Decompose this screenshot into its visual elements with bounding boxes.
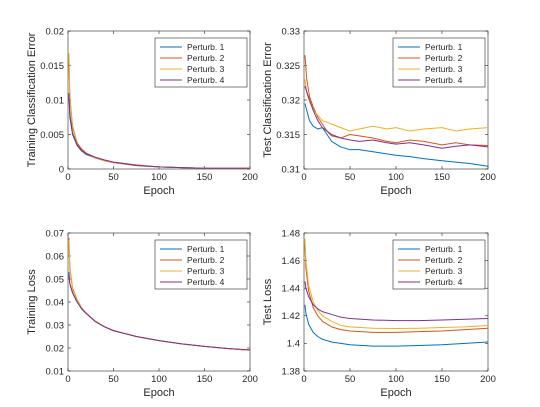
train-class-error-legend-label-4: Perturb. 4 [187, 75, 225, 85]
test-class-error-y-tick-label: 0.31 [282, 164, 301, 175]
train-class-error-x-tick-label: 100 [151, 172, 167, 183]
train-class-error-y-tick-label: 0 [59, 164, 64, 175]
test-loss-x-tick-label: 100 [388, 374, 404, 385]
test-class-error-y-tick-label: 0.325 [276, 61, 300, 72]
train-class-error-legend [154, 37, 248, 88]
train-loss-y-tick-label: 0.02 [46, 343, 65, 354]
test-class-error-x-tick-label: 200 [480, 172, 496, 183]
test-loss-series-line-2 [304, 244, 489, 333]
train-class-error-y-tick-label: 0.02 [46, 26, 65, 37]
test-loss-series-line-1 [304, 304, 489, 347]
test-loss-x-tick-label: 50 [345, 374, 356, 385]
train-class-error-y-tick-label: 0.015 [40, 61, 64, 72]
train-class-error-chart: 0 50 100 150 200 0 0.005 0.01 0.015 0.02 Epoch Trai… [26, 26, 258, 197]
test-class-error-x-tick-label: 150 [434, 172, 450, 183]
test-class-error-y-tick-label: 0.32 [282, 95, 301, 106]
train-class-error-x-tick-label: 200 [242, 172, 258, 183]
train-loss-y-axis-label: Training Loss [26, 269, 38, 335]
test-loss-x-axis-label: Epoch [380, 387, 411, 399]
train-loss-x-tick-label: 200 [242, 374, 258, 385]
train-class-error-legend-label-1: Perturb. 1 [187, 42, 225, 52]
train-class-error-y-tick-label: 0.005 [40, 130, 64, 141]
train-loss-y-tick-label: 0.03 [46, 320, 65, 331]
test-loss-y-tick-label: 1.42 [282, 311, 301, 322]
train-class-error-series-line-4 [68, 93, 250, 169]
test-class-error-x-axis-label: Epoch [380, 185, 411, 197]
test-loss-legend-label-2: Perturb. 2 [425, 255, 463, 265]
test-class-error-legend-label-2: Perturb. 2 [425, 53, 463, 63]
test-class-error-y-tick-label: 0.315 [276, 130, 300, 141]
test-loss-series-line-4 [304, 281, 489, 322]
train-loss-legend-label-2: Perturb. 2 [187, 255, 225, 265]
test-loss-y-tick-label: 1.38 [282, 366, 301, 377]
test-loss-legend-label-4: Perturb. 4 [425, 277, 463, 287]
test-loss-y-tick-label: 1.4 [287, 339, 300, 350]
test-loss-series-line-3 [304, 238, 489, 329]
test-class-error-legend-label-3: Perturb. 3 [425, 64, 463, 74]
test-class-error-series-line-1 [304, 103, 489, 167]
test-loss-legend-label-3: Perturb. 3 [425, 266, 463, 276]
train-loss-legend-label-4: Perturb. 4 [187, 277, 225, 287]
test-class-error-chart: 0 50 100 150 200 0.31 0.315 0.32 0.325 0.33 Epoch T… [262, 26, 496, 197]
test-loss-y-tick-label: 1.46 [282, 256, 301, 267]
test-loss-x-tick-label: 150 [434, 374, 450, 385]
test-loss-y-tick-label: 1.44 [282, 284, 301, 295]
train-loss-chart: 0 50 100 150 200 0.01 0.02 0.03 0.04 0.05 0.06 0.07… [26, 228, 258, 399]
test-class-error-y-tick-label: 0.33 [282, 26, 301, 37]
train-loss-y-tick-label: 0.04 [46, 297, 65, 308]
train-class-error-legend-label-2: Perturb. 2 [187, 53, 225, 63]
train-class-error-x-tick-label: 50 [108, 172, 119, 183]
test-loss-y-axis-label: Test Loss [262, 278, 274, 325]
train-loss-x-tick-label: 50 [108, 374, 119, 385]
test-class-error-series-line-2 [304, 55, 489, 147]
test-loss-x-tick-label: 200 [480, 374, 496, 385]
train-loss-x-tick-label: 100 [151, 374, 167, 385]
train-class-error-x-tick-label: 150 [197, 172, 213, 183]
train-loss-y-tick-label: 0.05 [46, 274, 65, 285]
train-loss-legend [154, 239, 248, 290]
train-class-error-x-axis-label: Epoch [143, 185, 174, 197]
test-class-error-series-line-4 [304, 86, 489, 149]
train-class-error-y-tick-label: 0.01 [46, 95, 65, 106]
train-class-error-y-axis-label: Training Classification Error [26, 32, 38, 167]
train-loss-series-line-4 [68, 274, 251, 351]
test-loss-legend [392, 239, 486, 290]
test-class-error-legend-label-1: Perturb. 1 [425, 42, 463, 52]
train-loss-y-tick-label: 0.07 [46, 228, 65, 239]
train-loss-y-tick-label: 0.01 [46, 366, 65, 377]
test-loss-x-tick-label: 0 [301, 374, 306, 385]
test-class-error-legend [392, 37, 486, 88]
test-loss-legend-label-1: Perturb. 1 [425, 244, 463, 254]
test-loss-chart: 0 50 100 150 200 1.38 1.4 1.42 1.44 1.46 1.48 Epoch… [262, 228, 496, 399]
train-loss-legend-label-1: Perturb. 1 [187, 244, 225, 254]
train-loss-y-tick-label: 0.06 [46, 251, 65, 262]
train-class-error-legend-label-3: Perturb. 3 [187, 64, 225, 74]
test-loss-y-tick-label: 1.48 [282, 228, 301, 239]
train-loss-x-tick-label: 0 [65, 374, 70, 385]
train-loss-legend-label-3: Perturb. 3 [187, 266, 225, 276]
train-loss-x-axis-label: Epoch [143, 387, 174, 399]
test-class-error-x-tick-label: 0 [301, 172, 306, 183]
train-loss-x-tick-label: 150 [197, 374, 213, 385]
test-class-error-y-axis-label: Test Classification Error [262, 42, 274, 158]
test-class-error-legend-label-4: Perturb. 4 [425, 75, 463, 85]
train-class-error-x-tick-label: 0 [65, 172, 70, 183]
test-class-error-x-tick-label: 50 [345, 172, 356, 183]
test-class-error-x-tick-label: 100 [388, 172, 404, 183]
